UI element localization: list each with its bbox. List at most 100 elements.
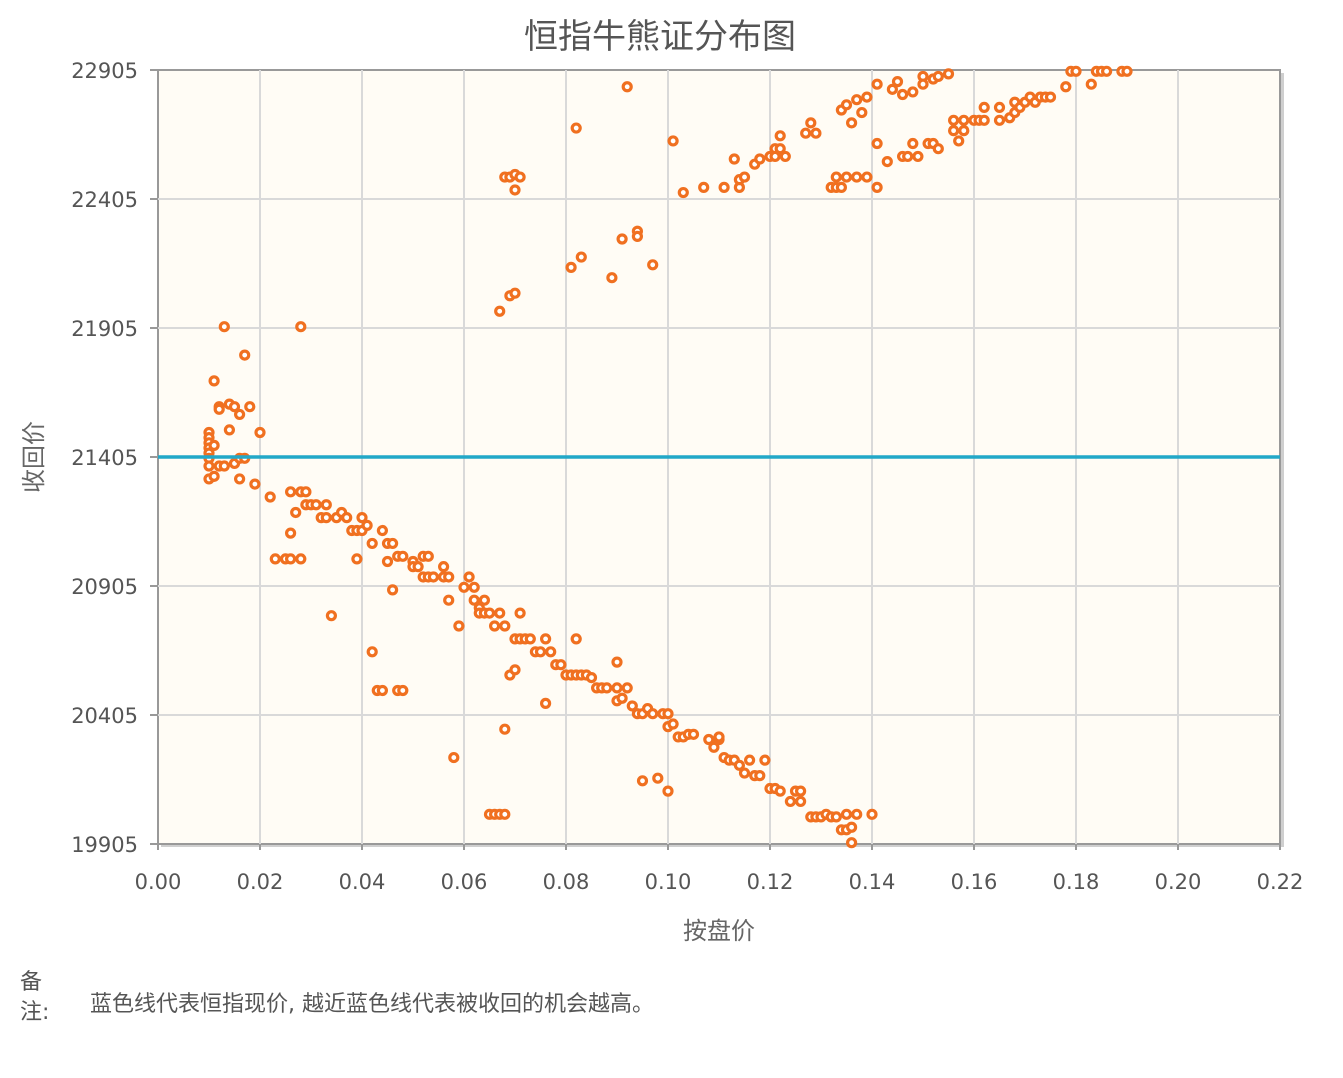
data-point <box>891 76 904 88</box>
data-point <box>805 117 817 129</box>
data-point <box>871 181 883 193</box>
data-point <box>320 512 332 524</box>
data-point <box>830 171 842 183</box>
data-point <box>769 150 781 163</box>
data-point <box>871 78 883 90</box>
data-point <box>652 772 664 784</box>
data-point <box>601 682 613 694</box>
x-tick-label: 0.10 <box>645 870 692 894</box>
data-point <box>621 682 633 694</box>
data-point <box>845 837 858 849</box>
data-point <box>932 70 944 83</box>
x-tick-label: 0.12 <box>747 870 794 894</box>
data-point <box>320 499 332 511</box>
data-point <box>438 561 450 573</box>
data-point <box>244 401 256 413</box>
data-point <box>285 486 297 498</box>
data-point <box>942 68 955 80</box>
y-tick-label: 21905 <box>71 317 138 341</box>
data-point <box>218 460 230 472</box>
data-point <box>499 620 511 632</box>
data-point <box>958 125 970 137</box>
chart-note: 备 注: 蓝色线代表恒指现价, 越近蓝色线代表被收回的机会越高。 <box>20 968 1320 1038</box>
data-point <box>366 537 378 550</box>
data-point <box>397 684 409 697</box>
data-point <box>453 620 465 632</box>
data-point <box>325 610 337 622</box>
data-point <box>886 83 899 95</box>
data-point <box>840 808 853 820</box>
chart-title: 恒指牛熊证分布图 <box>524 17 796 57</box>
data-point <box>851 808 863 820</box>
y-tick-label: 19905 <box>71 833 138 857</box>
data-point <box>738 767 751 779</box>
data-point <box>754 770 766 782</box>
data-point <box>667 718 679 730</box>
data-point <box>912 150 924 163</box>
data-point <box>249 478 261 490</box>
data-point <box>902 150 914 163</box>
data-point <box>851 94 863 106</box>
data-point <box>667 135 679 147</box>
data-point <box>871 137 883 150</box>
data-point <box>269 553 281 565</box>
data-point <box>626 700 638 712</box>
data-point <box>978 101 990 114</box>
data-point <box>458 581 470 593</box>
tick-labels: 0.00 0.02 0.04 0.06 0.08 0.10 0.12 0.14 0.16 0.18… <box>71 59 1303 894</box>
data-point <box>774 143 786 155</box>
data-point <box>264 491 276 503</box>
data-point <box>616 233 628 245</box>
data-point <box>1085 78 1097 90</box>
data-point <box>422 550 434 562</box>
data-point <box>810 127 822 139</box>
data-point <box>687 728 700 740</box>
data-point <box>468 594 480 606</box>
data-point <box>840 171 853 183</box>
data-point <box>478 594 490 606</box>
data-point <box>570 122 582 134</box>
data-point <box>494 305 506 317</box>
data-point <box>631 230 644 243</box>
data-point <box>514 171 526 183</box>
data-point <box>611 682 623 694</box>
data-point <box>907 86 919 98</box>
data-point <box>953 135 965 147</box>
data-point <box>907 137 919 150</box>
data-point <box>621 81 633 93</box>
data-point <box>427 571 439 583</box>
data-point <box>208 375 220 387</box>
data-point <box>509 287 521 299</box>
data-point <box>611 656 623 668</box>
note-label: 备 注: <box>20 968 60 1028</box>
note-label-line2: 注: <box>20 1000 50 1025</box>
data-point <box>1060 81 1072 93</box>
data-point <box>647 259 659 271</box>
x-tick-label: 0.00 <box>135 870 182 894</box>
data-point <box>718 181 730 193</box>
data-point <box>830 811 842 823</box>
note-text: 蓝色线代表恒指现价, 越近蓝色线代表被收回的机会越高。 <box>90 992 654 1017</box>
data-point <box>932 143 944 155</box>
data-point <box>840 99 853 111</box>
x-tick-label: 0.08 <box>543 870 590 894</box>
data-point <box>636 775 649 787</box>
data-point <box>662 708 674 720</box>
data-point <box>489 620 501 632</box>
data-point <box>616 692 628 704</box>
data-point <box>285 553 297 565</box>
data-point <box>993 101 1006 114</box>
data-point <box>208 439 220 451</box>
data-point <box>539 697 552 709</box>
data-point <box>1070 65 1082 77</box>
data-point <box>545 646 557 658</box>
x-tick-label: 0.18 <box>1053 870 1100 894</box>
x-tick-label: 0.16 <box>951 870 998 894</box>
data-point <box>917 78 929 90</box>
data-point <box>713 731 725 743</box>
data-point <box>285 527 297 539</box>
data-point <box>499 723 511 735</box>
x-tick-label: 0.02 <box>237 870 284 894</box>
data-point <box>463 571 475 583</box>
data-point <box>774 130 786 142</box>
